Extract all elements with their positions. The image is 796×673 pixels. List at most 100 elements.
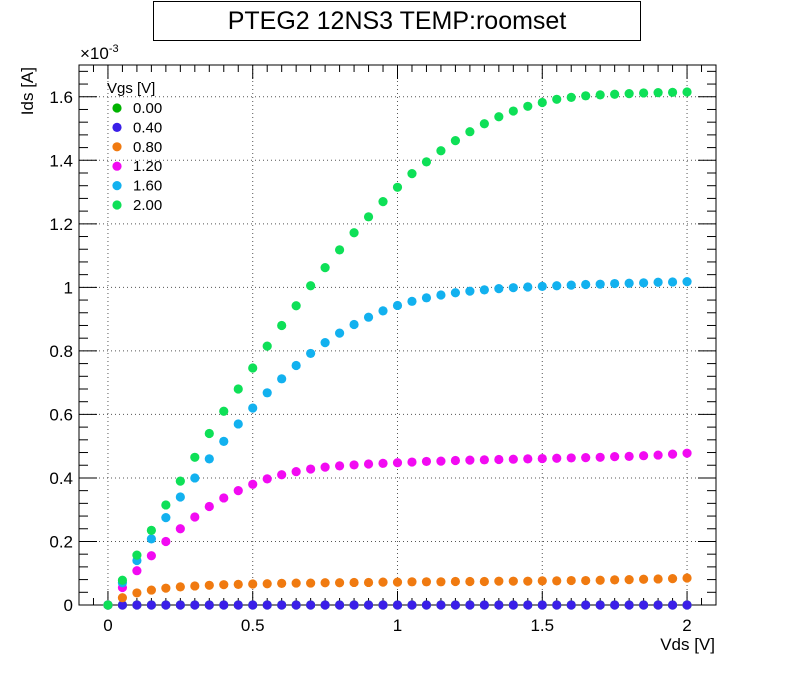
y-tick-label: 1.6 (49, 88, 73, 107)
data-point-vgs-2-00 (436, 146, 446, 156)
y-tick-label: 0.4 (49, 469, 73, 488)
legend-marker (112, 122, 122, 132)
data-point-vgs-0-80 (248, 579, 258, 589)
data-point-vgs-0-80 (407, 577, 417, 587)
data-point-vgs-1-20 (161, 536, 171, 547)
data-point-vgs-0-80 (132, 588, 142, 598)
data-point-vgs-1-60 (450, 288, 461, 298)
data-point-vgs-1-60 (262, 388, 272, 398)
data-point-vgs-0-40 (146, 600, 156, 610)
data-point-vgs-1-60 (349, 319, 359, 330)
data-point-vgs-0-80 (537, 576, 547, 586)
x-tick-label: 1.5 (530, 616, 554, 635)
legend-entry-label: 0.40 (133, 119, 162, 136)
data-point-vgs-0-80 (190, 581, 200, 591)
data-point-vgs-0-80 (436, 577, 446, 587)
data-point-vgs-2-00 (624, 88, 634, 99)
data-point-vgs-1-60 (581, 279, 591, 290)
data-point-vgs-0-80 (291, 578, 301, 588)
data-point-vgs-0-40 (392, 600, 403, 610)
data-point-vgs-1-60 (639, 278, 649, 288)
data-point-vgs-2-00 (595, 90, 605, 100)
data-point-vgs-0-40 (248, 600, 258, 610)
data-point-vgs-0-80 (306, 578, 316, 588)
data-point-vgs-0-80 (653, 574, 663, 584)
data-point-vgs-0-40 (204, 600, 214, 610)
data-point-vgs-2-00 (682, 87, 692, 97)
legend-title: Vgs [V] (107, 80, 155, 97)
data-point-vgs-2-00 (334, 245, 345, 255)
data-point-vgs-1-60 (306, 348, 316, 359)
data-point-vgs-1-60 (392, 300, 403, 311)
data-point-vgs-2-00 (277, 320, 287, 331)
data-point-vgs-0-80 (204, 580, 214, 590)
y-tick-label: 1 (64, 278, 73, 297)
y-tick-label: 0 (64, 596, 73, 615)
data-point-vgs-1-60 (667, 277, 678, 287)
data-point-vgs-1-20 (233, 486, 243, 496)
data-point-vgs-1-60 (190, 473, 200, 483)
data-point-vgs-0-40 (262, 600, 272, 610)
data-point-vgs-1-60 (161, 513, 171, 523)
data-point-vgs-0-40 (320, 600, 330, 610)
data-points (103, 87, 692, 610)
data-point-vgs-2-00 (306, 281, 316, 291)
data-point-vgs-1-20 (653, 450, 663, 460)
data-point-vgs-0-80 (566, 575, 576, 586)
data-point-vgs-0-40 (566, 600, 576, 610)
data-point-vgs-0-80 (595, 575, 605, 585)
data-point-vgs-2-00 (161, 500, 171, 510)
data-point-vgs-1-60 (363, 312, 374, 322)
data-point-vgs-0-40 (639, 600, 649, 610)
data-point-vgs-2-00 (320, 263, 330, 273)
data-point-vgs-0-40 (349, 600, 359, 610)
data-point-vgs-0-80 (494, 576, 504, 586)
data-point-vgs-1-20 (523, 454, 533, 464)
data-point-vgs-1-20 (450, 455, 461, 466)
data-point-vgs-0-40 (610, 600, 620, 610)
data-point-vgs-2-00 (523, 101, 533, 111)
data-point-vgs-0-80 (639, 574, 649, 584)
data-point-vgs-1-60 (146, 534, 156, 544)
data-point-vgs-1-20 (624, 451, 634, 461)
data-point-vgs-1-60 (523, 282, 533, 292)
y-tick-label: 0.2 (49, 532, 73, 551)
data-point-vgs-0-40 (190, 600, 200, 610)
data-point-vgs-1-60 (219, 436, 229, 447)
data-point-vgs-0-40 (378, 600, 388, 610)
data-point-vgs-1-20 (306, 464, 316, 474)
data-point-vgs-2-00 (248, 363, 258, 373)
data-point-vgs-1-60 (552, 281, 562, 291)
y-tick-label: 0.8 (49, 342, 73, 361)
data-point-vgs-0-80 (624, 574, 634, 585)
legend-entry-label: 0.80 (133, 139, 162, 156)
legend-marker (112, 142, 122, 152)
data-point-vgs-0-80 (219, 580, 229, 590)
data-point-vgs-2-00 (117, 575, 128, 585)
data-point-vgs-0-40 (334, 600, 345, 610)
legend-entry-label: 1.60 (133, 178, 162, 195)
data-point-vgs-1-20 (595, 452, 605, 462)
data-point-vgs-2-00 (219, 406, 229, 416)
data-point-vgs-1-60 (378, 306, 388, 316)
data-point-vgs-0-40 (595, 600, 605, 610)
data-point-vgs-1-20 (667, 449, 678, 459)
x-tick-label: 1 (393, 616, 402, 635)
data-point-vgs-2-00 (132, 550, 142, 560)
data-point-vgs-1-20 (610, 452, 620, 462)
data-point-vgs-1-60 (465, 286, 475, 296)
data-point-vgs-0-80 (262, 579, 272, 589)
data-point-vgs-1-20 (320, 462, 330, 472)
data-point-vgs-1-20 (639, 451, 649, 461)
data-point-vgs-1-20 (262, 474, 272, 484)
legend-entry-label: 2.00 (133, 197, 162, 214)
data-point-vgs-1-60 (682, 277, 692, 287)
data-point-vgs-2-00 (537, 97, 547, 108)
data-point-vgs-0-80 (682, 573, 692, 583)
legend: Vgs [V] 0.00 0.40 0.80 1.20 1.60 2.00 (107, 80, 162, 214)
data-point-vgs-1-60 (537, 281, 547, 291)
data-point-vgs-2-00 (204, 428, 214, 439)
data-point-vgs-1-20 (407, 457, 417, 467)
data-point-vgs-2-00 (610, 89, 620, 99)
chart-title: PTEG2 12NS3 TEMP:roomset (153, 1, 641, 41)
